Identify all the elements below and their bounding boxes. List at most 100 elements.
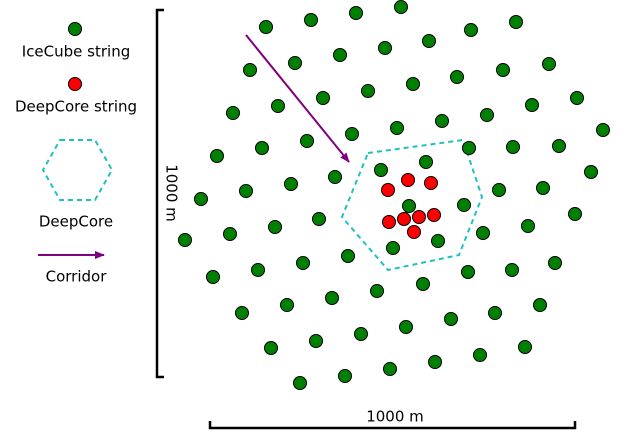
icecube-string	[416, 277, 430, 291]
icecube-string	[235, 306, 249, 320]
icecube-string	[428, 355, 442, 369]
icecube-string	[496, 63, 510, 77]
icecube-string	[509, 15, 523, 29]
icecube-string	[264, 341, 278, 355]
deepcore-string	[382, 215, 396, 229]
icecube-string	[374, 163, 388, 177]
icecube-string	[280, 298, 294, 312]
icecube-string	[422, 34, 436, 48]
icecube-string	[521, 219, 535, 233]
horizontal-scale-label: 1000 m	[366, 408, 424, 426]
icecube-string	[223, 227, 237, 241]
icecube-string	[431, 234, 445, 248]
icecube-string	[476, 226, 490, 240]
deepcore-string	[424, 176, 438, 190]
icecube-string	[390, 121, 404, 135]
icecube-string	[568, 207, 582, 221]
icecube-string	[399, 320, 413, 334]
icecube-string	[300, 134, 314, 148]
legend-label: IceCube string	[22, 43, 130, 61]
deepcore-string	[381, 183, 395, 197]
icecube-string	[480, 108, 494, 122]
icecube-string	[548, 256, 562, 270]
icecube-string	[333, 48, 347, 62]
icecube-string	[293, 376, 307, 390]
icecube-string	[383, 362, 397, 376]
icecube-string	[255, 141, 269, 155]
icecube-string	[288, 56, 302, 70]
legend-label: DeepCore	[39, 213, 113, 231]
icecube-string	[394, 0, 408, 14]
horizontal-scale-bar	[208, 421, 577, 430]
icecube-string	[457, 198, 471, 212]
icecube-string	[444, 312, 458, 326]
icecube-string	[584, 165, 598, 179]
icecube-string	[570, 91, 584, 105]
icecube-string	[462, 141, 476, 155]
icecube-string	[341, 249, 355, 263]
icecube-string	[536, 181, 550, 195]
icecube-string	[492, 183, 506, 197]
icecube-string	[328, 170, 342, 184]
legend-label: Corridor	[46, 268, 108, 286]
icecube-string	[210, 149, 224, 163]
icecube-string	[316, 91, 330, 105]
legend-deepcore-dot	[68, 77, 82, 91]
icecube-string	[506, 140, 520, 154]
icecube-string	[226, 106, 240, 120]
legend-hexagon	[41, 139, 114, 201]
icecube-string	[178, 233, 192, 247]
icecube-string	[259, 20, 273, 34]
deepcore-string	[407, 225, 421, 239]
icecube-string	[542, 57, 556, 71]
icecube-string	[296, 256, 310, 270]
icecube-string	[271, 99, 285, 113]
icecube-string	[450, 70, 464, 84]
legend-icecube-dot	[68, 22, 82, 36]
icecube-string	[461, 265, 475, 279]
icecube-string	[419, 155, 433, 169]
icecube-string	[370, 284, 384, 298]
icecube-string	[435, 114, 449, 128]
deepcore-string	[397, 212, 411, 226]
deepcore-string	[401, 173, 415, 187]
icecube-string	[325, 291, 339, 305]
icecube-string	[194, 192, 208, 206]
icecube-string	[386, 241, 400, 255]
icecube-string	[206, 270, 220, 284]
icecube-string	[552, 139, 566, 153]
icecube-string	[402, 199, 416, 213]
icecube-string	[378, 41, 392, 55]
icecube-string	[518, 340, 532, 354]
icecube-string	[488, 306, 502, 320]
icecube-string	[464, 23, 478, 37]
icecube-string	[243, 63, 257, 77]
corridor-arrow	[245, 34, 350, 163]
icecube-string	[251, 263, 265, 277]
icecube-string	[473, 348, 487, 362]
icecube-string	[361, 84, 375, 98]
deepcore-string	[412, 210, 426, 224]
icecube-string	[596, 123, 610, 137]
legend-label: DeepCore string	[15, 98, 137, 116]
icecube-string	[533, 298, 547, 312]
icecube-string	[239, 184, 253, 198]
icecube-string	[284, 177, 298, 191]
icecube-string	[312, 212, 326, 226]
icecube-string	[268, 220, 282, 234]
vertical-scale-label: 1000 m	[163, 164, 181, 222]
deepcore-string	[427, 208, 441, 222]
icecube-string	[349, 6, 363, 20]
icecube-string	[525, 98, 539, 112]
icecube-string	[406, 77, 420, 91]
deepcore-hexagon	[340, 138, 484, 272]
icecube-string	[304, 13, 318, 27]
icecube-string	[338, 369, 352, 383]
icecube-string	[345, 127, 359, 141]
icecube-string	[354, 327, 368, 341]
vertical-scale-bar	[155, 8, 164, 379]
icecube-string	[505, 263, 519, 277]
icecube-string	[309, 334, 323, 348]
strings	[178, 0, 610, 390]
